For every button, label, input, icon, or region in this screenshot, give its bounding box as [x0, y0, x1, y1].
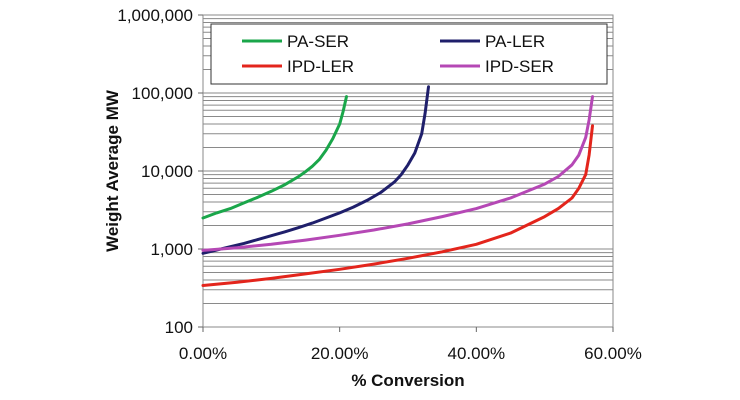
x-tick-label: 0.00%: [179, 344, 227, 363]
x-axis-title: % Conversion: [351, 371, 464, 390]
y-tick-label: 1,000: [150, 240, 193, 259]
y-axis-title: Weight Average MW: [103, 89, 122, 252]
series-line-ipd-ler: [201, 124, 594, 287]
x-tick-label: 40.00%: [447, 344, 505, 363]
x-tick-label: 60.00%: [584, 344, 642, 363]
legend-label-ipd-ler: IPD-LER: [287, 57, 354, 76]
y-tick-label: 1,000,000: [117, 6, 193, 25]
legend-label-ipd-ser: IPD-SER: [485, 57, 554, 76]
y-tick-label: 100: [165, 318, 193, 337]
series-line-ipd-ser: [201, 95, 594, 252]
legend-label-pa-ser: PA-SER: [287, 32, 349, 51]
legend-label-pa-ler: PA-LER: [485, 32, 545, 51]
y-tick-label: 10,000: [141, 162, 193, 181]
series-line-pa-ler: [201, 85, 430, 255]
series-line-pa-ser: [201, 95, 348, 220]
y-tick-label: 100,000: [132, 84, 193, 103]
x-tick-label: 20.00%: [311, 344, 369, 363]
legend-box: [210, 23, 608, 85]
